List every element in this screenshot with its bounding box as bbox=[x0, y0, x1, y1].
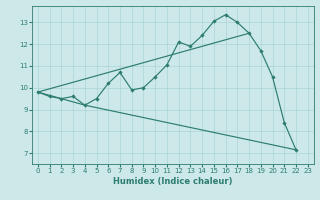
X-axis label: Humidex (Indice chaleur): Humidex (Indice chaleur) bbox=[113, 177, 233, 186]
